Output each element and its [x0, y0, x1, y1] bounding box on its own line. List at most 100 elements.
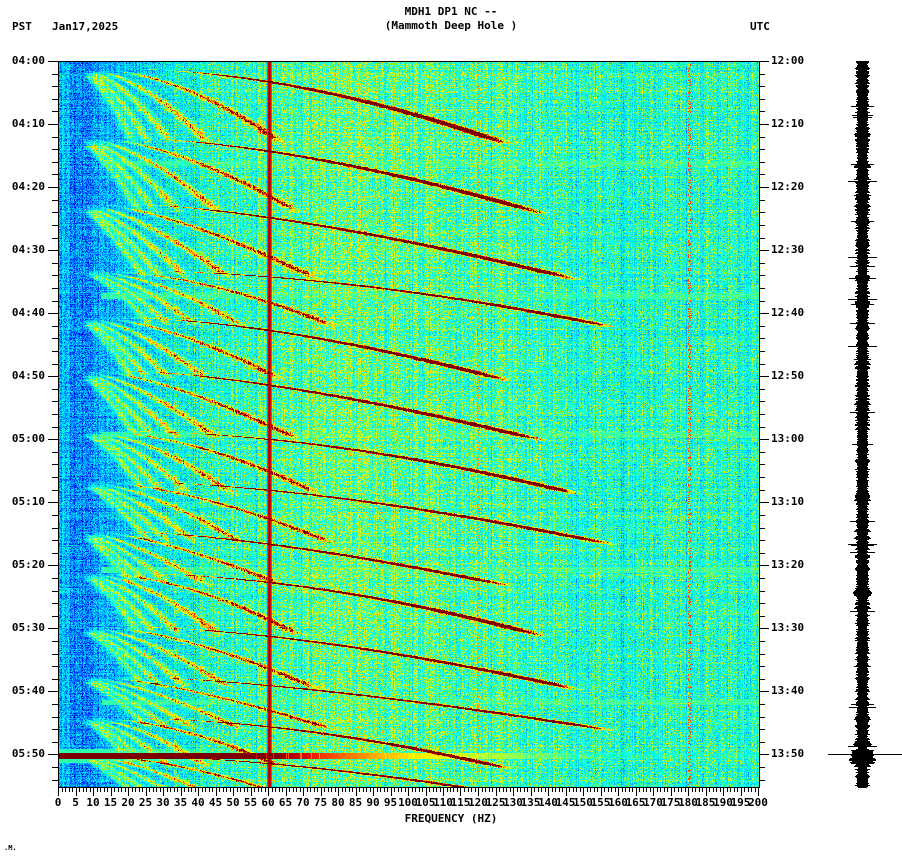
- time-tick-minor-right: [759, 351, 765, 352]
- freq-tick-minor: [401, 787, 402, 792]
- freq-tick-minor: [629, 787, 630, 792]
- freq-tick-major: [758, 787, 759, 796]
- freq-tick-minor: [153, 787, 154, 792]
- freq-tick-minor: [100, 787, 101, 792]
- freq-tick-major: [723, 787, 724, 796]
- time-tick-minor-right: [759, 149, 765, 150]
- freq-label: 185: [695, 796, 716, 809]
- time-label-pst: 04:30: [11, 243, 45, 256]
- time-tick-minor-right: [759, 729, 765, 730]
- time-tick-minor-left: [52, 553, 58, 554]
- freq-tick-minor: [121, 787, 122, 792]
- time-tick-minor-right: [759, 654, 765, 655]
- freq-tick-minor: [307, 787, 308, 792]
- freq-tick-minor: [272, 787, 273, 792]
- freq-tick-major: [706, 787, 707, 796]
- freq-tick-minor: [555, 787, 556, 792]
- freq-tick-minor: [681, 787, 682, 792]
- freq-label: 40: [191, 796, 205, 809]
- time-tick-major-right: [759, 502, 769, 503]
- freq-tick-minor: [520, 787, 521, 792]
- time-label-utc: 13:50: [771, 747, 805, 760]
- freq-tick-minor: [720, 787, 721, 792]
- freq-tick-minor: [545, 787, 546, 792]
- time-tick-minor-right: [759, 704, 765, 705]
- freq-tick-major: [163, 787, 164, 796]
- freq-tick-major: [356, 787, 357, 796]
- timezone-right: UTC: [750, 20, 770, 33]
- freq-tick-minor: [527, 787, 528, 792]
- freq-tick-minor: [678, 787, 679, 792]
- time-tick-minor-right: [759, 389, 765, 390]
- time-tick-minor-left: [52, 717, 58, 718]
- time-tick-minor-left: [52, 704, 58, 705]
- time-tick-minor-right: [759, 641, 765, 642]
- freq-tick-minor: [464, 787, 465, 792]
- time-tick-major-right: [759, 187, 769, 188]
- time-tick-major-left: [48, 376, 58, 377]
- freq-tick-minor: [328, 787, 329, 792]
- freq-tick-major: [601, 787, 602, 796]
- time-tick-minor-right: [759, 464, 765, 465]
- time-tick-minor-left: [52, 679, 58, 680]
- freq-tick-minor: [506, 787, 507, 792]
- time-tick-major-right: [759, 124, 769, 125]
- time-tick-minor-right: [759, 490, 765, 491]
- freq-tick-minor: [457, 787, 458, 792]
- time-label-utc: 12:20: [771, 180, 805, 193]
- time-label-utc: 13:20: [771, 558, 805, 571]
- time-tick-minor-left: [52, 414, 58, 415]
- freq-tick-major: [688, 787, 689, 796]
- freq-tick-minor: [569, 787, 570, 792]
- freq-tick-major: [496, 787, 497, 796]
- freq-tick-minor: [503, 787, 504, 792]
- time-tick-minor-left: [52, 780, 58, 781]
- freq-tick-minor: [195, 787, 196, 792]
- freq-tick-minor: [415, 787, 416, 792]
- spectrogram-plot[interactable]: [58, 61, 760, 788]
- time-tick-major-right: [759, 250, 769, 251]
- freq-tick-minor: [664, 787, 665, 792]
- freq-label: 115: [450, 796, 471, 809]
- freq-label: 60: [261, 796, 275, 809]
- freq-tick-minor: [142, 787, 143, 792]
- freq-tick-minor: [657, 787, 658, 792]
- freq-label: 155: [590, 796, 611, 809]
- freq-label: 200: [748, 796, 768, 809]
- freq-label: 190: [713, 796, 733, 809]
- freq-tick-minor: [314, 787, 315, 792]
- time-label-pst: 05:50: [11, 747, 45, 760]
- frequency-axis-title: FREQUENCY (HZ): [404, 812, 498, 825]
- time-tick-minor-left: [52, 99, 58, 100]
- freq-tick-minor: [342, 787, 343, 792]
- freq-tick-minor: [394, 787, 395, 792]
- freq-tick-minor: [170, 787, 171, 792]
- freq-tick-minor: [674, 787, 675, 792]
- freq-tick-major: [76, 787, 77, 796]
- freq-tick-major: [198, 787, 199, 796]
- time-tick-minor-left: [52, 238, 58, 239]
- freq-tick-major: [618, 787, 619, 796]
- time-tick-major-right: [759, 61, 769, 62]
- time-label-utc: 13:00: [771, 432, 805, 445]
- freq-tick-minor: [240, 787, 241, 792]
- time-axis-utc: [0, 61, 1, 788]
- freq-label: 80: [331, 796, 345, 809]
- freq-tick-minor: [83, 787, 84, 792]
- freq-tick-minor: [377, 787, 378, 792]
- time-tick-major-left: [48, 187, 58, 188]
- time-tick-minor-left: [52, 200, 58, 201]
- time-tick-major-right: [759, 754, 769, 755]
- time-tick-minor-right: [759, 263, 765, 264]
- corner-artifact-mark: .M.: [4, 844, 17, 852]
- freq-tick-minor: [625, 787, 626, 792]
- freq-tick-major: [426, 787, 427, 796]
- freq-tick-minor: [398, 787, 399, 792]
- freq-label: 180: [678, 796, 698, 809]
- freq-tick-major: [338, 787, 339, 796]
- freq-tick-minor: [611, 787, 612, 792]
- freq-tick-major: [671, 787, 672, 796]
- freq-tick-minor: [69, 787, 70, 792]
- time-tick-minor-left: [52, 86, 58, 87]
- time-tick-minor-right: [759, 780, 765, 781]
